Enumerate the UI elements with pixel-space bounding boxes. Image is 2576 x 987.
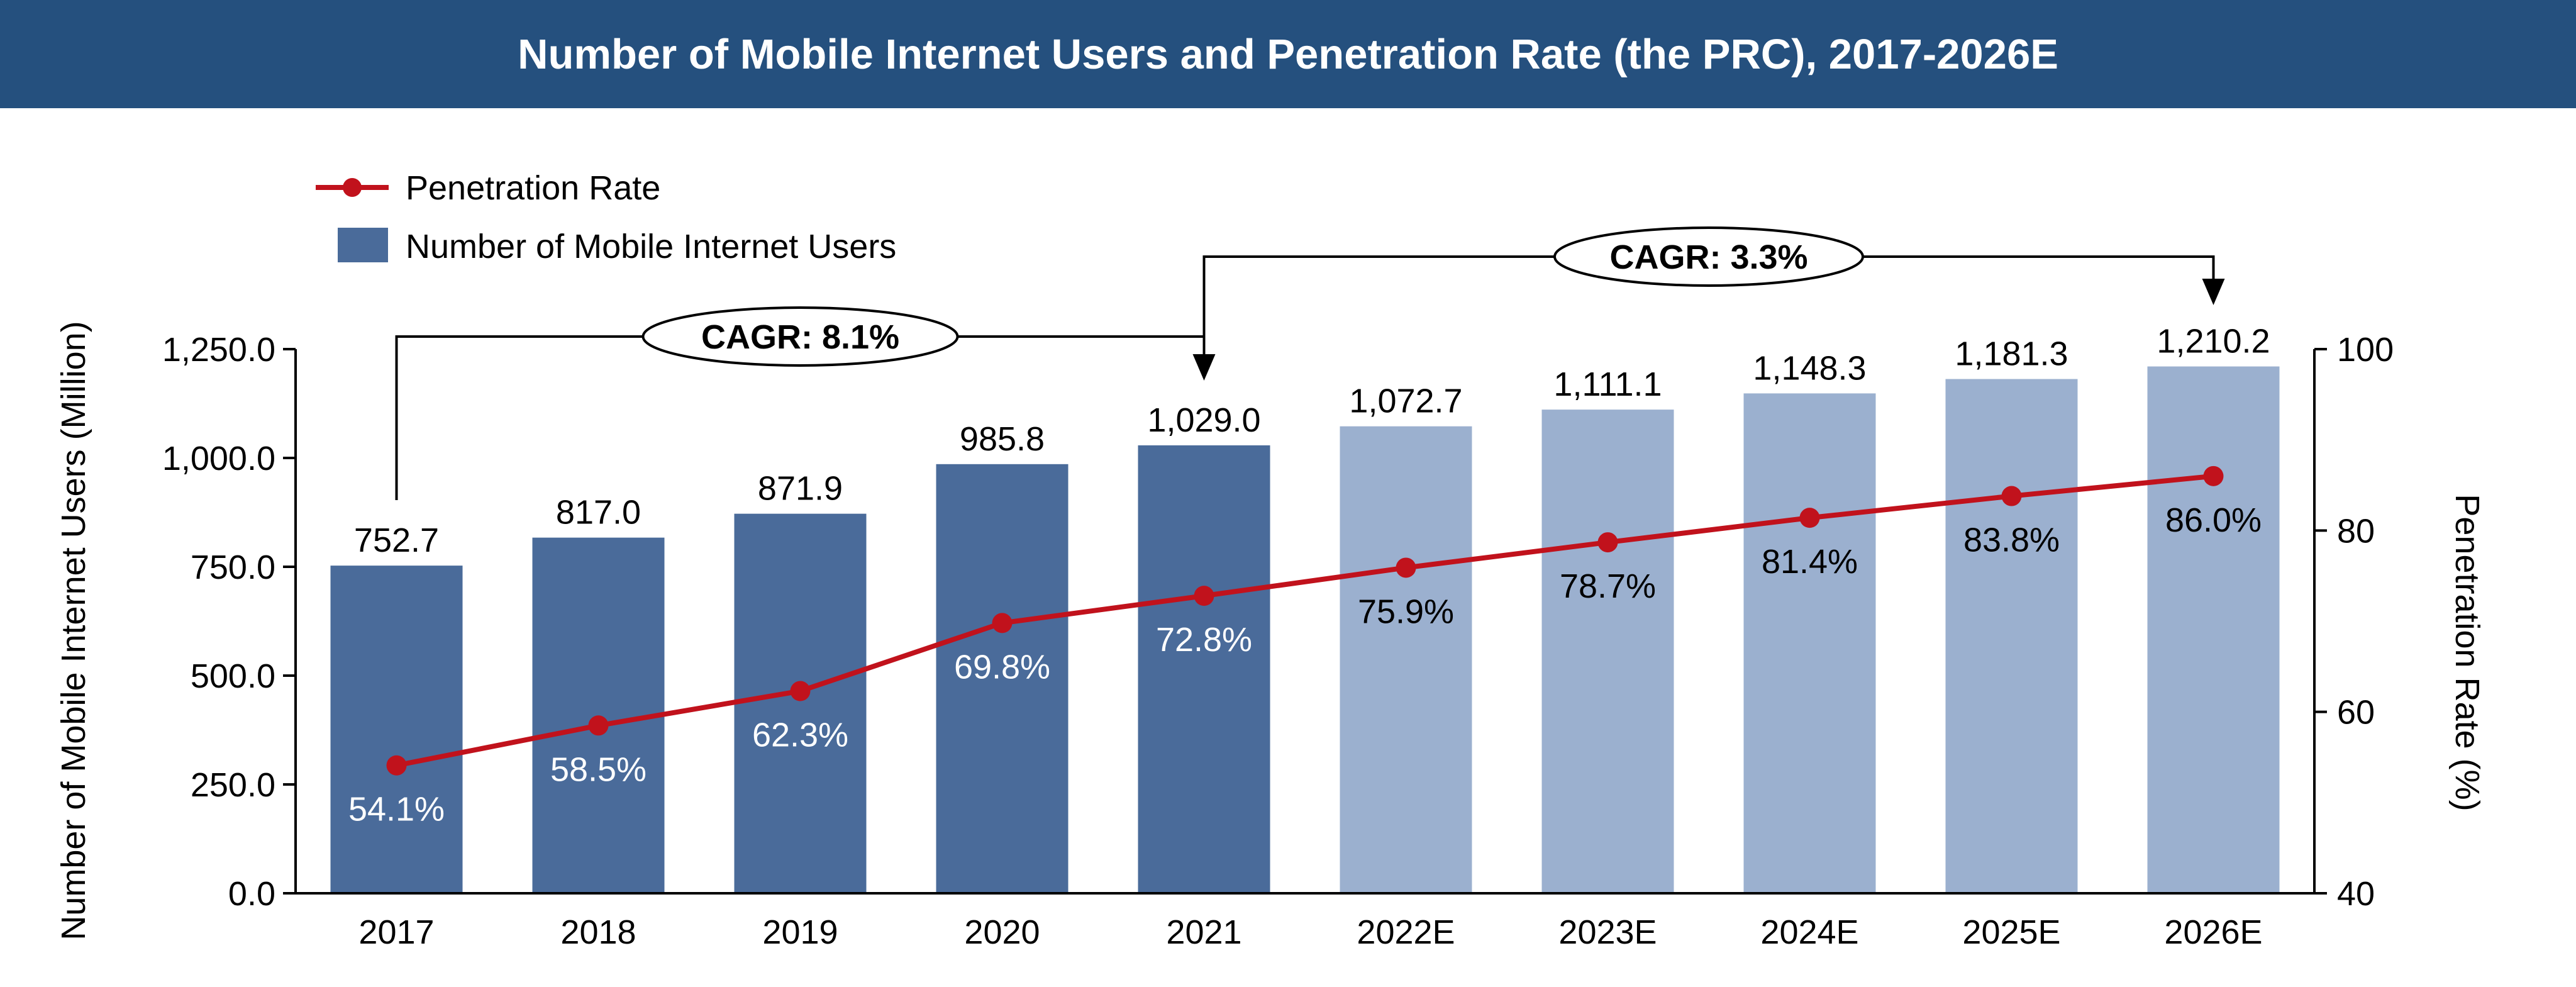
line-point (2203, 466, 2224, 486)
bar-2022E (1340, 426, 1472, 893)
y-tick-label: 1,000.0 (162, 440, 275, 477)
line-point (1597, 532, 1618, 553)
legend: Penetration Rate Number of Mobile Interne… (316, 169, 896, 265)
rate-value-label: 81.4% (1762, 543, 1858, 581)
y-tick-label: 0.0 (228, 875, 275, 913)
bar-value-label: 1,072.7 (1349, 382, 1462, 420)
x-tick-label: 2019 (762, 913, 838, 951)
bar-value-label: 1,181.3 (1955, 335, 2068, 373)
bar-value-label: 871.9 (758, 470, 843, 508)
cagr-label: CAGR: 3.3% (1609, 238, 1807, 276)
x-tick-label: 2023E (1558, 913, 1657, 951)
penetration-rate-line (396, 473, 2214, 768)
bar-2025E (1945, 379, 2078, 893)
bar-2026E (2147, 366, 2280, 893)
line-point (1396, 557, 1416, 578)
x-tick-label: 2025E (1962, 913, 2060, 951)
bar-value-label: 1,111.1 (1553, 365, 1662, 403)
line-point (1799, 508, 1820, 528)
bar-value-label: 817.0 (556, 494, 641, 532)
y2-axis-title: Penetration Rate (%) (2448, 494, 2486, 811)
legend-label-penetration: Penetration Rate (406, 169, 660, 207)
y-axis-title: Number of Mobile Internet Users (Million… (55, 321, 92, 940)
bar-value-label: 985.8 (960, 420, 1045, 458)
y-tick-label: 750.0 (191, 549, 275, 586)
labels-layer: 752.7 817.0 871.9 985.8 1,029.0 1,072.7 1,111.… (348, 323, 2270, 828)
bar-2019 (734, 513, 867, 893)
bar-value-label: 1,029.0 (1147, 401, 1260, 439)
legend-label-users: Number of Mobile Internet Users (406, 228, 896, 265)
annotations-layer: CAGR: 8.1% CAGR: 3.3% (395, 226, 2225, 500)
legend-bar-swatch (338, 228, 388, 262)
line-point (386, 755, 407, 776)
line-point (1194, 586, 1214, 606)
rate-value-label: 83.8% (1963, 521, 2060, 559)
y2-tick-label: 100 (2337, 331, 2394, 369)
x-tick-label: 2026E (2164, 913, 2262, 951)
y-tick-label: 500.0 (191, 657, 275, 695)
line-point (2001, 486, 2022, 506)
x-tick-label: 2024E (1760, 913, 1858, 951)
cagr-oval (641, 306, 959, 367)
rate-value-label: 86.0% (2165, 501, 2262, 539)
chart-title: Number of Mobile Internet Users and Pene… (518, 30, 2058, 78)
legend-line-marker (343, 178, 362, 197)
bar-2017 (330, 566, 463, 893)
cagr-oval (1553, 226, 1864, 287)
cagr-label: CAGR: 8.1% (701, 318, 899, 356)
y-tick-label: 250.0 (191, 766, 275, 804)
rate-value-label: 54.1% (348, 791, 445, 828)
bar-2024E (1743, 393, 1876, 893)
x-tick-label: 2022E (1357, 913, 1455, 951)
y2-tick-label: 80 (2337, 512, 2375, 550)
rate-value-label: 75.9% (1358, 593, 1454, 630)
bar-2021 (1138, 445, 1270, 893)
line-point (790, 681, 811, 701)
x-tick-label: 2020 (964, 913, 1040, 951)
x-tick-label: 2021 (1166, 913, 1241, 951)
y-tick-label: 1,250.0 (162, 331, 275, 369)
y2-tick-label: 60 (2337, 694, 2375, 732)
line-layer (386, 466, 2224, 776)
rate-value-label: 69.8% (954, 648, 1050, 686)
bar-value-label: 752.7 (354, 521, 439, 559)
axes-layer: 0.0 250.0 500.0 750.0 1,000.0 1,250.0 40 60 80 10… (55, 321, 2486, 951)
cagr-arrow (2202, 279, 2225, 305)
title-bar: Number of Mobile Internet Users and Pene… (0, 0, 2576, 108)
rate-value-label: 78.7% (1560, 567, 1656, 605)
bar-value-label: 1,210.2 (2157, 323, 2270, 360)
rate-value-label: 72.8% (1156, 621, 1252, 659)
rate-value-label: 58.5% (550, 750, 647, 788)
bar-2023E (1541, 410, 1674, 893)
y2-tick-label: 40 (2337, 875, 2375, 913)
x-tick-label: 2017 (358, 913, 434, 951)
x-tick-label: 2018 (560, 913, 636, 951)
line-point (588, 715, 609, 736)
bar-2020 (936, 464, 1069, 893)
bars-layer (330, 366, 2280, 893)
bar-value-label: 1,148.3 (1753, 349, 1866, 387)
line-point (992, 613, 1013, 633)
rate-value-label: 62.3% (752, 717, 848, 754)
